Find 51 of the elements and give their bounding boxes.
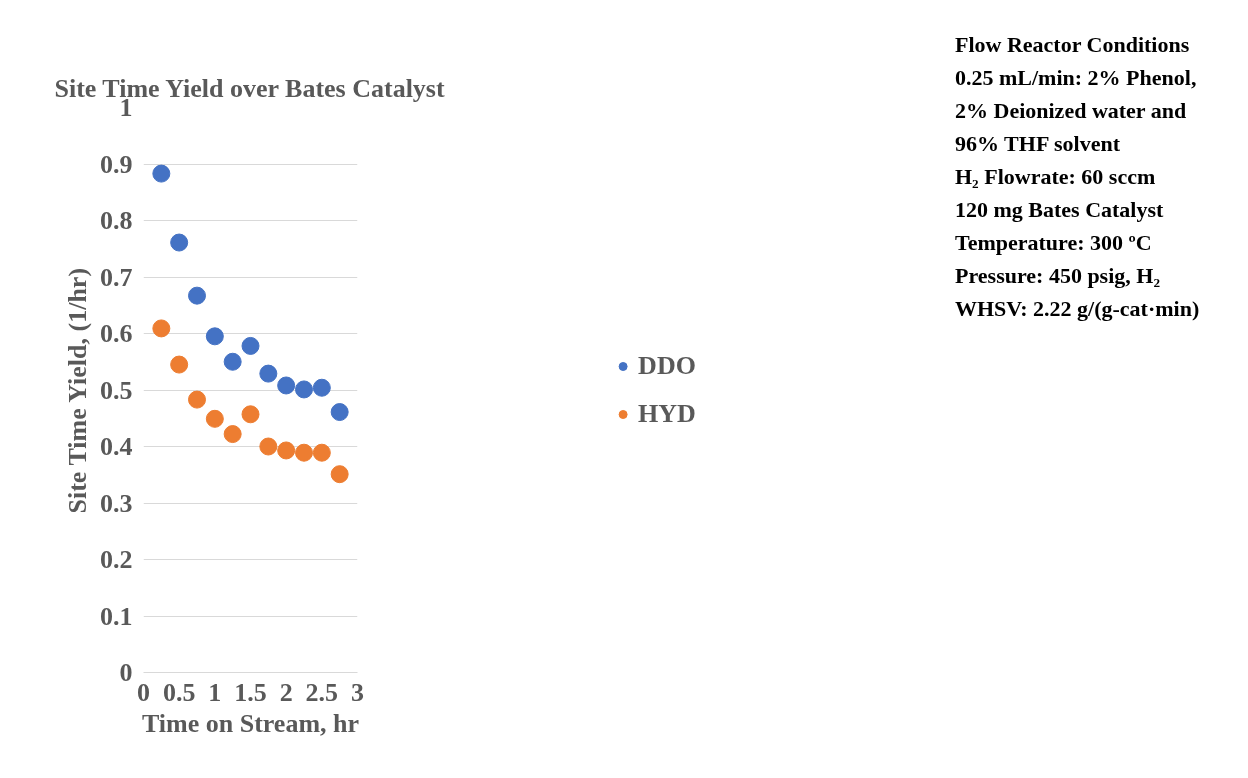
point: [277, 441, 296, 460]
y-tick-label: 0.4: [100, 432, 133, 461]
point: [241, 405, 260, 424]
point: [152, 319, 171, 338]
text: 96% THF solvent: [955, 130, 1121, 158]
text: Temperature: 300 ºC: [955, 229, 1153, 257]
y-tick-label: 0: [119, 658, 133, 687]
point: [152, 164, 171, 183]
point: [312, 443, 331, 462]
point: [330, 465, 349, 484]
point: [170, 233, 189, 252]
x-tick-label: 2.5: [305, 677, 339, 707]
text: Pressure: 450 psig, H₂: [955, 262, 1161, 290]
point: [170, 355, 189, 374]
point: [277, 376, 296, 395]
text: 0.25 mL/min: 2% Phenol,: [955, 64, 1198, 92]
y-tick-label: 0.2: [100, 545, 133, 574]
y-tick-label: 0.9: [100, 149, 133, 179]
y-tick-label: 0.6: [100, 319, 133, 348]
text: 2% Deionized water and: [955, 97, 1188, 125]
text: Flow Reactor Conditions: [955, 31, 1191, 59]
y-tick-label: 0.8: [100, 206, 133, 235]
y-tick-label: 0.1: [100, 601, 133, 631]
legend-label: DDO: [638, 350, 696, 381]
x-tick-label: 0.5: [162, 677, 196, 707]
x-tick-label: 1: [208, 677, 222, 707]
text: 120 mg Bates Catalyst: [955, 196, 1165, 224]
x-tick-label: 3: [351, 677, 364, 707]
point: [188, 390, 206, 409]
point: [205, 327, 224, 346]
x-axis-title: Time on Stream, hr: [141, 708, 360, 738]
legend-label: HYD: [638, 398, 696, 429]
point: [259, 364, 278, 383]
point: [259, 437, 278, 456]
text: H₂ Flowrate: 60 sccm: [955, 163, 1157, 191]
point: [312, 378, 331, 397]
point: [223, 352, 242, 371]
y-axis-title: Site Time Yield, (1/hr): [63, 267, 92, 514]
x-tick-label: 2: [279, 677, 293, 707]
point: [188, 286, 206, 305]
text: WHSV: 2.22 g/(g-cat·min): [955, 295, 1200, 323]
point: [241, 336, 260, 355]
point: [223, 425, 242, 444]
point: [295, 443, 313, 462]
point: [330, 403, 349, 422]
y-tick-label: 0.7: [100, 262, 133, 292]
y-tick-label: 0.3: [100, 488, 133, 518]
point: [205, 409, 224, 428]
point: [295, 380, 313, 399]
y-tick-label: 0.5: [100, 375, 133, 405]
x-tick-label: 1.5: [234, 677, 267, 707]
